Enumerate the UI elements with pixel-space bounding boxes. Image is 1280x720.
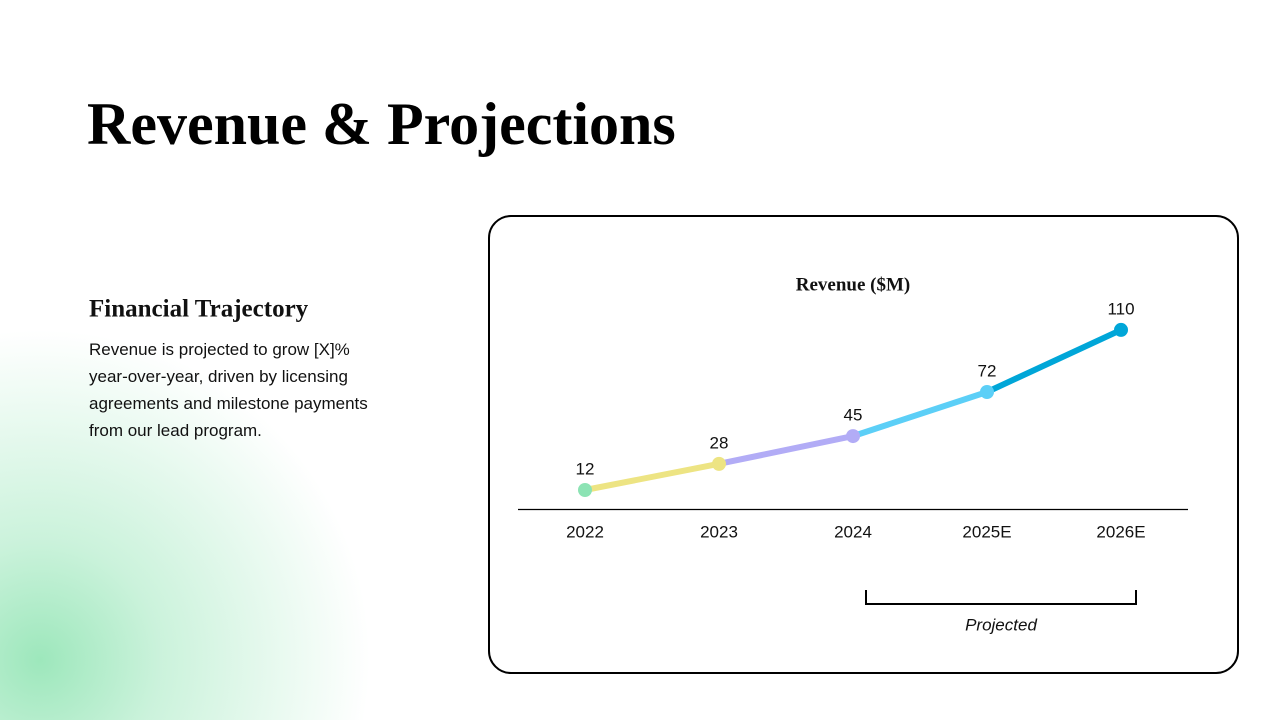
chart-card — [488, 215, 1239, 674]
line-segment — [850, 389, 990, 440]
data-label: 12 — [576, 459, 595, 478]
line-segment — [582, 460, 722, 493]
data-point — [1114, 322, 1128, 337]
plot: 12 2022 28 2023 45 2024 72 2025E 110 2026E — [566, 299, 1146, 541]
x-tick-label: 2023 — [700, 522, 738, 541]
data-point — [846, 429, 860, 444]
section-heading: Financial Trajectory — [89, 296, 309, 323]
slide-title: Revenue & Projections — [87, 91, 676, 157]
projection-bracket — [865, 590, 1137, 605]
x-tick-label: 2025E — [962, 522, 1011, 541]
annotation: Projected — [965, 615, 1037, 634]
x-tick-label: 2024 — [834, 522, 872, 541]
section-body: Revenue is projected to grow [X]% year-o… — [89, 340, 368, 440]
data-point — [980, 385, 994, 399]
line-segment — [716, 433, 856, 467]
data-label: 72 — [978, 361, 997, 380]
x-tick-label: 2026E — [1096, 522, 1145, 541]
x-tick-label: 2022 — [566, 522, 604, 541]
data-label: 28 — [710, 433, 729, 452]
data-point — [712, 456, 726, 471]
chart-title: Revenue ($M) — [796, 274, 911, 295]
data-label: 110 — [1107, 299, 1134, 318]
data-label: 45 — [844, 406, 863, 425]
data-point — [578, 483, 592, 497]
line-segment — [984, 326, 1124, 395]
